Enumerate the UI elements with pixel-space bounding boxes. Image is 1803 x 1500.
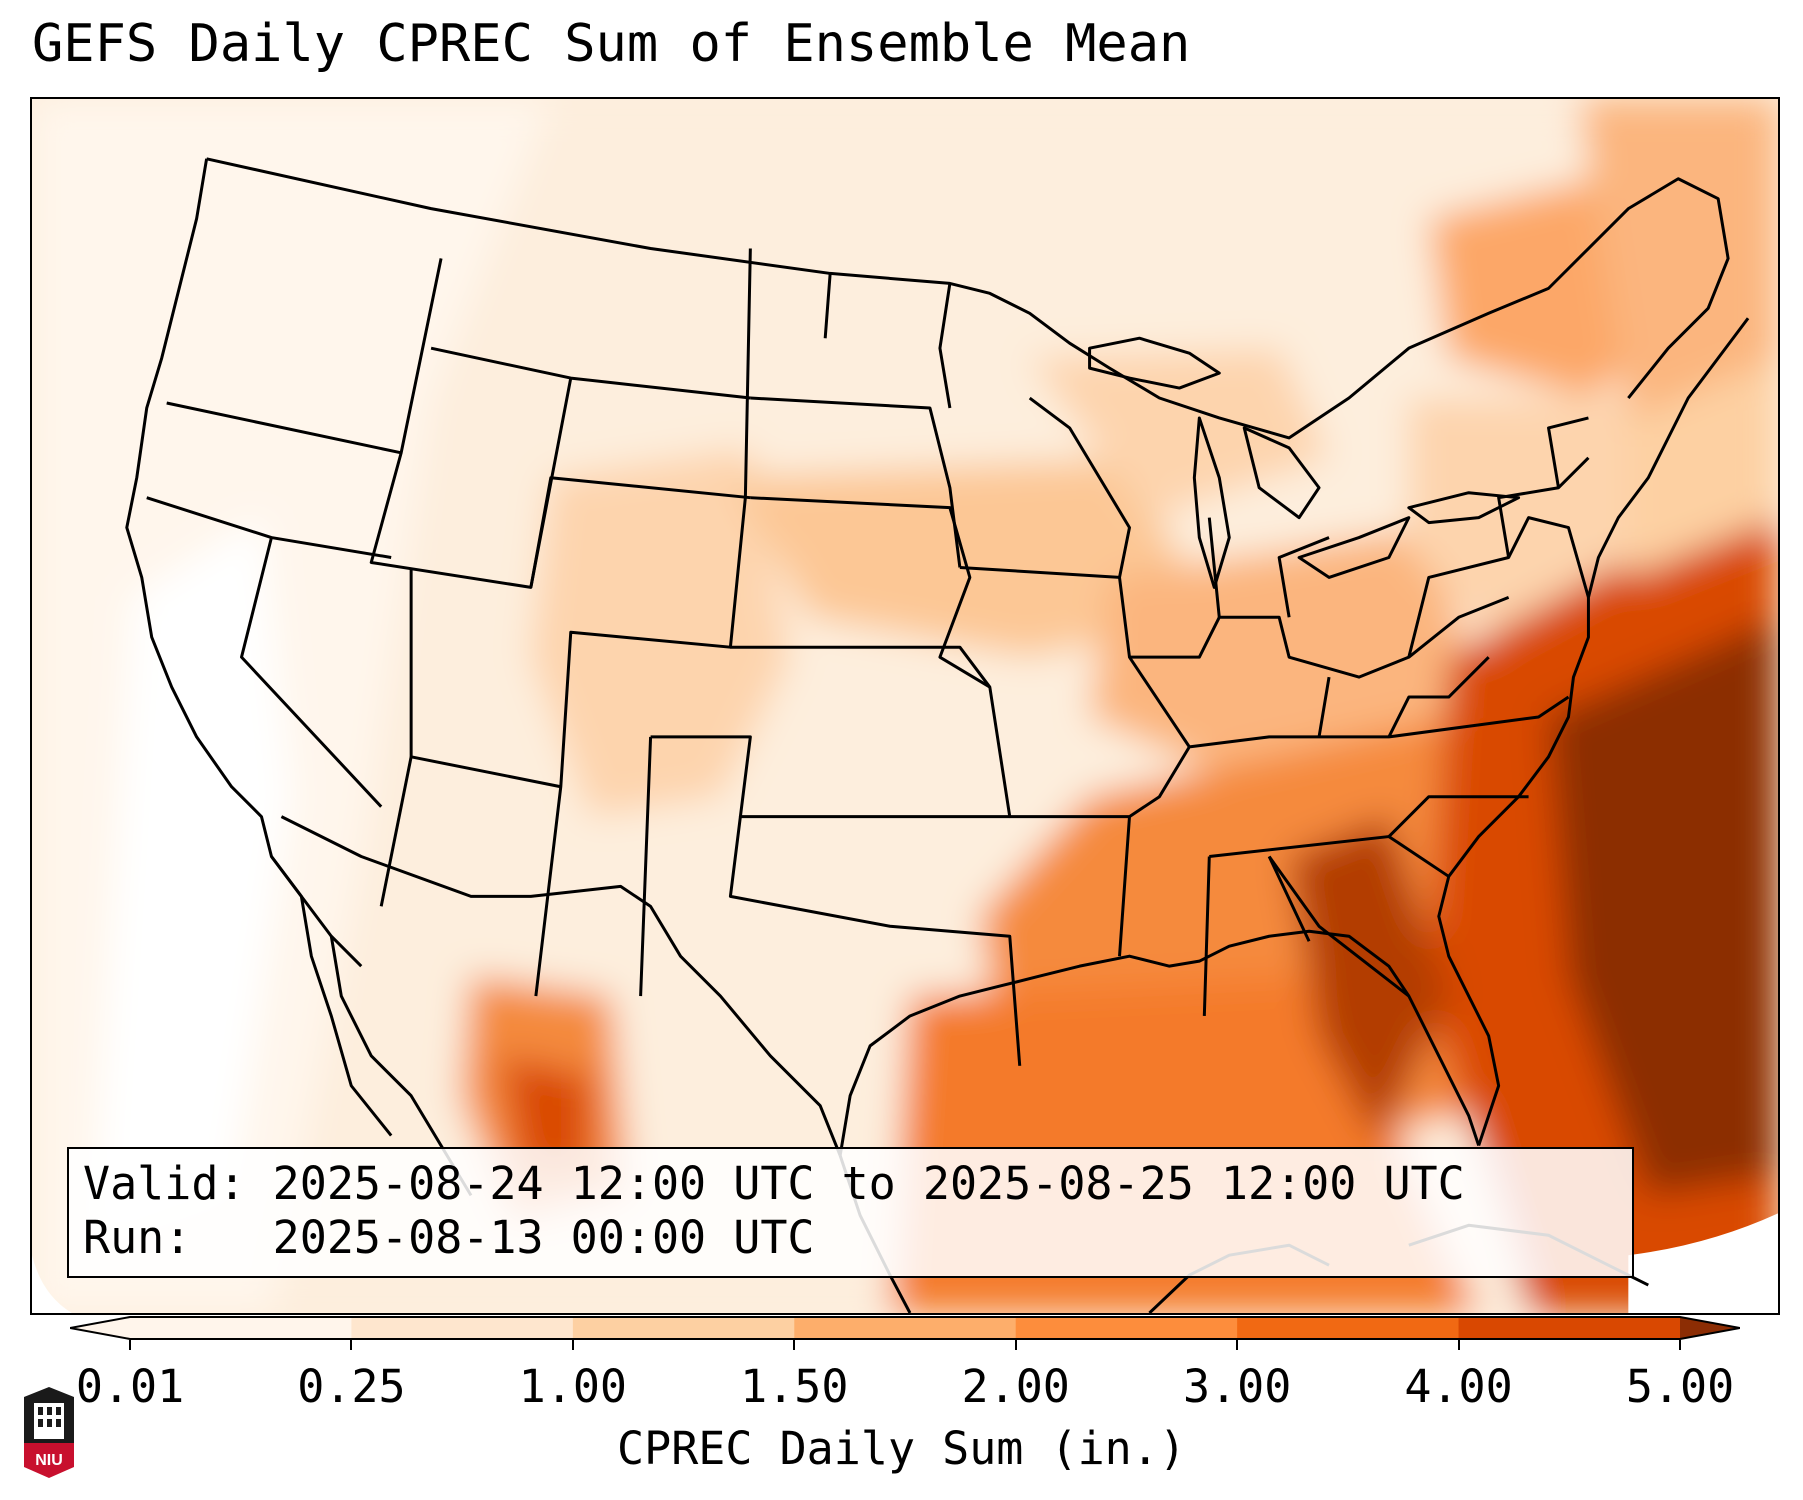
colorbar-tick-label: 0.25 xyxy=(297,1360,406,1413)
map-title: GEFS Daily CPREC Sum of Ensemble Mean xyxy=(32,14,1191,74)
colorbar-tick-mark xyxy=(571,1340,574,1350)
colorbar-segment xyxy=(794,1317,1017,1339)
colorbar-segment xyxy=(1237,1317,1460,1339)
colorbar-tick-mark xyxy=(1679,1340,1681,1350)
valid-line: Valid: 2025-08-24 12:00 UTC to 2025-08-2… xyxy=(83,1157,1618,1211)
run-time: 2025-08-13 00:00 UTC xyxy=(272,1211,815,1264)
colorbar-segment xyxy=(1015,1317,1238,1339)
colorbar-tick-label: 5.00 xyxy=(1625,1360,1735,1413)
colorbar-outline xyxy=(70,1316,1740,1340)
colorbar-tick-label: 2.00 xyxy=(961,1360,1070,1413)
colorbar-tick-mark xyxy=(793,1340,796,1350)
colorbar-label: CPREC Daily Sum (in.) xyxy=(617,1422,1186,1475)
colorbar-tick-mark xyxy=(1457,1340,1460,1350)
colorbar-segments xyxy=(70,1317,1740,1339)
niu-logo: NIU xyxy=(24,1387,74,1478)
colorbar-tick-mark xyxy=(350,1340,353,1350)
colorbar-segment xyxy=(572,1317,795,1339)
run-label: Run: xyxy=(83,1211,192,1264)
valid-label: Valid: xyxy=(83,1157,246,1210)
precip-field xyxy=(32,99,1778,1313)
logo-text: NIU xyxy=(35,1452,63,1469)
colorbar-ticks: 0.01 0.25 1.00 1.50 2.00 3.00 4.00 5.00 xyxy=(0,1340,1803,1413)
colorbar-extend-low xyxy=(70,1317,130,1339)
colorbar-tick-mark xyxy=(129,1340,131,1350)
precipitation-map xyxy=(30,97,1780,1315)
colorbar-tick-mark xyxy=(1014,1340,1017,1350)
colorbar-segment xyxy=(351,1317,574,1339)
valid-range: 2025-08-24 12:00 UTC to 2025-08-25 12:00… xyxy=(272,1157,1465,1210)
domain-edge xyxy=(1628,1213,1778,1313)
valid-run-info-box: Valid: 2025-08-24 12:00 UTC to 2025-08-2… xyxy=(67,1147,1634,1278)
colorbar-tick-mark xyxy=(1236,1340,1239,1350)
colorbar xyxy=(70,1316,1740,1340)
run-line: Run: 2025-08-13 00:00 UTC xyxy=(83,1211,1618,1265)
colorbar-segment xyxy=(130,1317,352,1339)
colorbar-tick-label: 1.50 xyxy=(740,1360,849,1413)
map-canvas xyxy=(32,99,1778,1313)
colorbar-segment xyxy=(1458,1317,1681,1339)
colorbar-tick-label: 4.00 xyxy=(1404,1360,1513,1413)
colorbar-tick-label: 3.00 xyxy=(1182,1360,1292,1413)
colorbar-tick-label: 1.00 xyxy=(518,1360,628,1413)
colorbar-extend-high xyxy=(1680,1317,1740,1339)
colorbar-tick-label: 0.01 xyxy=(75,1360,185,1413)
